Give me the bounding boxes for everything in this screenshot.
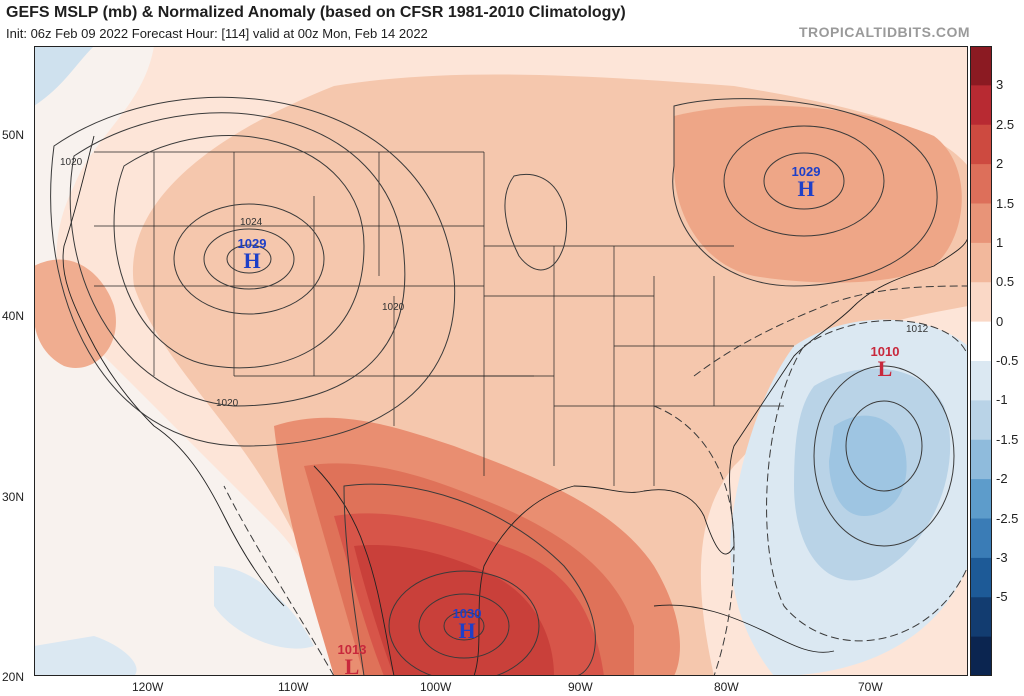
- lat-label-40n: 40N: [2, 309, 25, 323]
- anomaly-colorbar: [970, 46, 992, 676]
- colorbar-swatch: [970, 557, 992, 598]
- low-center-atlantic: 1010 L: [870, 344, 900, 381]
- colorbar-swatch: [970, 46, 992, 86]
- anomaly-quebec: [674, 105, 962, 283]
- colorbar-label: -0.5: [996, 353, 1019, 368]
- colorbar-swatch: [970, 85, 992, 126]
- coastline-us-west: [62, 135, 285, 607]
- anomaly-pacific-blue2: [214, 566, 314, 649]
- coastline-gulf: [313, 305, 855, 676]
- colorbar-label: -2: [996, 471, 1008, 487]
- state-borders: [94, 151, 794, 486]
- lon-label-110w: 110W: [278, 680, 309, 694]
- weather-map: 1020 1024 1020 1020 1012: [34, 46, 968, 676]
- map-subtitle: Init: 06z Feb 09 2022 Forecast Hour: [11…: [6, 26, 428, 41]
- lon-label-70w: 70W: [858, 680, 883, 694]
- isobar-label: 1024: [240, 217, 263, 228]
- colorbar-swatch: [970, 321, 992, 362]
- colorbar-swatch: [970, 439, 992, 480]
- colorbar-label: -5: [996, 589, 1008, 605]
- colorbar-swatch: [970, 518, 992, 559]
- isobar-label: 1020: [216, 398, 239, 409]
- coastline-northeast: [853, 235, 968, 307]
- colorbar-label: 2: [996, 156, 1004, 172]
- colorbar-swatch: [970, 361, 992, 401]
- colorbar-label: 1: [996, 234, 1004, 250]
- high-center-quebec: 1029 H: [791, 164, 821, 201]
- colorbar-label: -1: [996, 392, 1008, 408]
- isobar-label: 1012: [906, 324, 929, 335]
- lat-label-30n: 30N: [2, 490, 25, 504]
- high-center-gulf: 1030 H: [452, 606, 482, 643]
- anomaly-pacific: [34, 46, 354, 676]
- low-center-mexico: 1013 L: [337, 642, 367, 679]
- colorbar-label: -3: [996, 549, 1008, 565]
- lon-label-90w: 90W: [568, 680, 593, 694]
- colorbar-swatch: [970, 203, 992, 244]
- anomaly-25: [354, 545, 554, 676]
- colorbar-label: 2.5: [996, 116, 1015, 132]
- colorbar-swatch: [970, 597, 992, 638]
- isobar-label: 1020: [382, 302, 405, 313]
- lon-label-100w: 100W: [420, 680, 452, 694]
- colorbar-label: 3: [996, 77, 1004, 93]
- isobar-label: 1020: [60, 157, 83, 168]
- colorbar-swatch: [970, 242, 992, 283]
- lat-label-20n: 20N: [2, 670, 25, 684]
- brand-watermark: TROPICALTIDBITS.COM: [798, 24, 970, 40]
- colorbar-label: -1.5: [996, 431, 1019, 447]
- colorbar-swatch: [970, 636, 992, 676]
- colorbar-label: -2.5: [996, 510, 1019, 526]
- anomaly-pacific-blue3: [34, 636, 137, 676]
- isobars: [50, 96, 968, 676]
- lon-label-120w: 120W: [132, 680, 164, 694]
- cuba-outline: [653, 604, 835, 653]
- map-title: GEFS MSLP (mb) & Normalized Anomaly (bas…: [6, 4, 626, 21]
- colorbar-label: 1.5: [996, 195, 1015, 211]
- high-center-rockies: 1029 H: [237, 236, 267, 273]
- colorbar-swatch: [970, 400, 992, 441]
- colorbar-swatch: [970, 124, 992, 165]
- lat-label-50n: 50N: [2, 128, 25, 142]
- lon-label-80w: 80W: [714, 680, 739, 694]
- colorbar-label: 0: [996, 313, 1004, 329]
- anomaly-west: [34, 259, 116, 368]
- anomaly-atlantic-neg3: [829, 415, 907, 516]
- colorbar-swatch: [970, 164, 992, 204]
- colorbar-swatch: [970, 282, 992, 323]
- colorbar-swatch: [970, 479, 992, 519]
- anomaly-pacific-blue: [34, 46, 94, 106]
- colorbar-label: 0.5: [996, 274, 1015, 290]
